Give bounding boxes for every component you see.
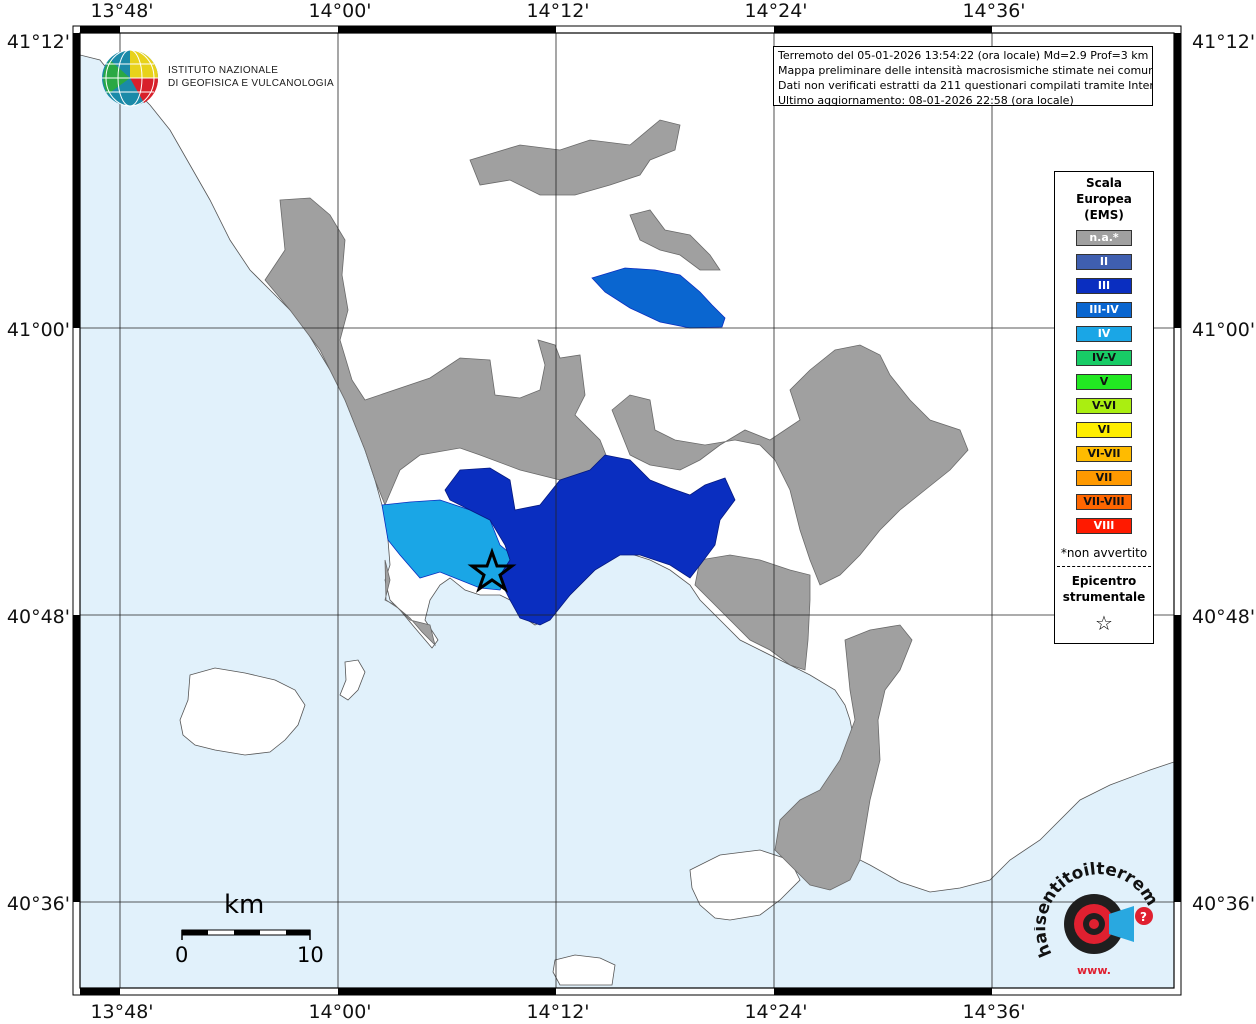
info-line-data-source: Dati non verificati estratti da 211 ques… [778,79,1153,92]
island-capri [552,954,616,986]
lon-label-bottom: 14°36' [962,1001,1025,1023]
lat-label-right: 40°36' [1192,893,1255,915]
legend-item: III-IV [1076,302,1132,318]
scale-bar [181,929,311,940]
info-box: Terremoto del 05-01-2026 13:54:22 (ora l… [773,46,1153,106]
legend-item: n.a.* [1076,230,1132,246]
lat-label-right: 40°48' [1192,606,1255,628]
outer-frame [72,25,1182,996]
info-line-updated: Ultimo aggiornamento: 08-01-2026 22:58 (… [778,94,1074,106]
legend-title-line2: Europea [1076,192,1132,206]
lat-label-left: 41°00' [7,319,70,341]
legend-separator [1057,566,1151,567]
legend-item: III [1076,278,1132,294]
legend-note: *non avvertito [1060,546,1148,560]
legend-item: II [1076,254,1132,270]
map-frame [79,32,1175,989]
badge-question: ? [1140,910,1147,924]
lon-label-top: 14°00' [308,0,371,22]
legend-title-line3: (EMS) [1084,208,1124,222]
legend: Scala Europea (EMS) n.a.* II III III-IV IV IV… [1054,171,1154,644]
lat-label-left: 40°48' [7,606,70,628]
legend-items: n.a.* II III III-IV IV IV-V V V-VI VI VI-VII VII VI… [1055,230,1153,534]
island-ischia [179,667,306,756]
info-line-description: Mappa preliminare delle intensità macros… [778,64,1153,77]
globe-icon [102,49,159,107]
coordinate-labels: 13°48' 14°00' 14°12' 14°24' 14°36' 13°48… [7,0,1255,1023]
legend-item: VIII [1076,518,1132,534]
legend-item: VI-VII [1076,446,1132,462]
legend-epicenter-label: Epicentro strumentale [1055,573,1153,605]
island-procida [339,659,366,701]
lon-label-top: 14°36' [962,0,1025,22]
area-iii-iv [591,267,726,329]
legend-item: VI [1076,422,1132,438]
info-line-event: Terremoto del 05-01-2026 13:54:22 (ora l… [778,49,1149,62]
ingv-line2: DI GEOFISICA E VULCANOLOGIA [168,78,334,89]
municipalities-na [264,119,969,891]
haisentito-logo: haisentitoilterremoto.it ? www. [1028,847,1164,992]
scale-min: 0 [175,943,189,967]
legend-item: IV [1076,326,1132,342]
graticule [80,33,1174,988]
legend-item: V-VI [1076,398,1132,414]
legend-item: IV-V [1076,350,1132,366]
lon-label-bottom: 13°48' [90,1001,153,1023]
legend-item: VII [1076,470,1132,486]
legend-epicenter-line2: strumentale [1062,590,1146,604]
lon-label-top: 14°12' [526,0,589,22]
lat-label-right: 41°12' [1192,31,1255,53]
scale-max: 10 [297,943,324,967]
legend-star-icon: ☆ [1095,611,1113,635]
ingv-line1: ISTITUTO NAZIONALE [168,65,279,76]
lat-label-right: 41°00' [1192,319,1255,341]
legend-epicenter-line1: Epicentro [1071,574,1137,588]
lon-label-bottom: 14°24' [744,1001,807,1023]
ingv-name: ISTITUTO NAZIONALE DI GEOFISICA E VULCAN… [168,65,334,91]
lat-label-left: 41°12' [7,31,70,53]
lon-label-bottom: 14°12' [526,1001,589,1023]
lon-label-bottom: 14°00' [308,1001,371,1023]
legend-item: V [1076,374,1132,390]
lat-label-left: 40°36' [7,893,70,915]
lon-label-top: 14°24' [744,0,807,22]
legend-title-line1: Scala [1085,176,1123,190]
frame-ticks [73,26,1181,995]
ingv-logo: ISTITUTO NAZIONALE DI GEOFISICA E VULCAN… [100,48,334,110]
legend-item: VII-VIII [1076,494,1132,510]
epicenter-star [467,547,517,593]
scale-unit: km [224,890,265,920]
lon-label-top: 13°48' [90,0,153,22]
target-icon: haisentitoilterremoto.it ? www. [1028,847,1162,977]
legend-title: Scala Europea (EMS) [1055,176,1153,224]
badge-www: www. [1077,964,1111,977]
